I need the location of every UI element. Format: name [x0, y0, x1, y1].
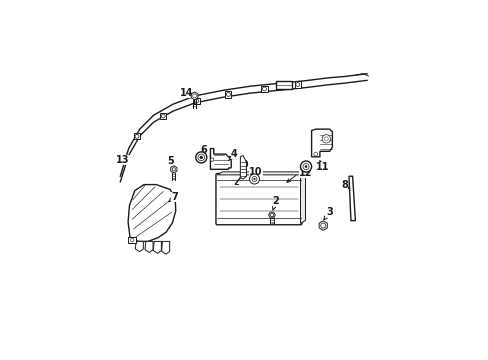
Circle shape [324, 137, 327, 141]
Circle shape [195, 152, 206, 163]
Circle shape [303, 163, 308, 170]
Polygon shape [191, 92, 198, 100]
Circle shape [262, 87, 266, 91]
Circle shape [226, 93, 230, 96]
FancyBboxPatch shape [160, 113, 166, 119]
Polygon shape [348, 176, 355, 221]
Circle shape [130, 238, 134, 242]
Circle shape [305, 166, 306, 168]
Text: 13: 13 [116, 155, 130, 165]
Polygon shape [162, 242, 169, 254]
Circle shape [322, 135, 330, 143]
Circle shape [313, 152, 317, 156]
Polygon shape [128, 185, 175, 242]
Text: 14: 14 [180, 88, 193, 98]
Text: 1: 1 [286, 166, 305, 182]
Polygon shape [268, 212, 275, 218]
Circle shape [251, 176, 257, 181]
Circle shape [300, 161, 311, 172]
Text: 10: 10 [249, 167, 263, 177]
Polygon shape [145, 242, 153, 252]
FancyBboxPatch shape [276, 81, 291, 90]
Text: 8: 8 [341, 180, 348, 190]
FancyBboxPatch shape [294, 81, 300, 87]
Polygon shape [319, 221, 326, 230]
FancyBboxPatch shape [225, 91, 231, 98]
FancyBboxPatch shape [216, 174, 301, 225]
Text: 7: 7 [168, 192, 178, 202]
Polygon shape [300, 172, 305, 223]
Circle shape [200, 156, 202, 159]
Circle shape [295, 82, 299, 86]
Circle shape [249, 174, 259, 184]
Circle shape [161, 114, 165, 118]
Circle shape [198, 154, 204, 161]
Circle shape [270, 213, 273, 217]
FancyBboxPatch shape [134, 133, 140, 139]
Text: 5: 5 [166, 156, 173, 166]
Text: 11: 11 [315, 161, 329, 172]
Text: 9: 9 [241, 160, 248, 171]
Circle shape [194, 99, 198, 103]
Polygon shape [217, 172, 305, 175]
FancyBboxPatch shape [193, 98, 199, 104]
Polygon shape [153, 242, 161, 253]
Text: 12: 12 [299, 168, 312, 179]
Polygon shape [240, 156, 246, 179]
Text: 6: 6 [200, 145, 206, 155]
FancyBboxPatch shape [261, 86, 267, 92]
Circle shape [253, 178, 255, 180]
FancyBboxPatch shape [128, 237, 136, 243]
Polygon shape [170, 166, 177, 173]
Circle shape [192, 94, 196, 98]
Text: 2: 2 [272, 196, 278, 210]
Polygon shape [210, 149, 231, 169]
Polygon shape [135, 242, 143, 252]
Text: 4: 4 [228, 149, 237, 161]
Circle shape [135, 134, 139, 138]
Text: 3: 3 [323, 207, 332, 220]
Circle shape [172, 168, 175, 171]
Circle shape [320, 223, 325, 228]
Circle shape [210, 158, 213, 161]
Polygon shape [311, 129, 332, 157]
